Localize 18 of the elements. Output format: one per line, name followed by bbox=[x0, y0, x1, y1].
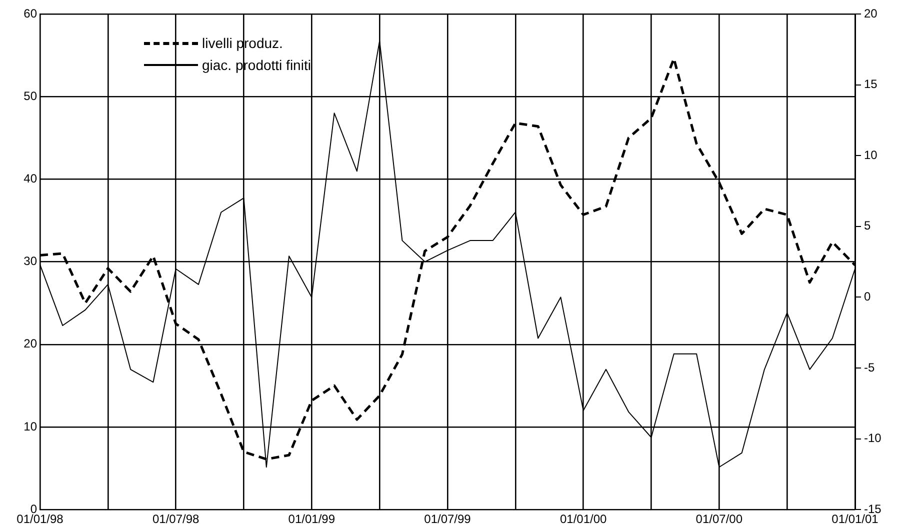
x-tick-label: 01/07/99 bbox=[424, 512, 472, 526]
y-tick-label: 60 bbox=[24, 6, 38, 20]
y2-tick-label: -5 bbox=[864, 360, 875, 374]
x-tick-label: 01/01/99 bbox=[288, 512, 336, 526]
y2-tick-label: 10 bbox=[864, 148, 878, 162]
x-tick-label: 01/01/00 bbox=[560, 512, 608, 526]
y-tick-label: 30 bbox=[24, 254, 38, 268]
x-tick-label: 01/07/98 bbox=[152, 512, 200, 526]
y-tick-label: 40 bbox=[24, 172, 38, 186]
x-tick-label: 01/07/00 bbox=[696, 512, 743, 526]
y2-tick-label: 15 bbox=[864, 77, 878, 92]
y2-tick-label: -10 bbox=[864, 431, 882, 446]
y2-tick-label: 5 bbox=[864, 218, 871, 233]
y2-tick-label: 20 bbox=[864, 6, 878, 20]
y2-tick-label: 0 bbox=[864, 290, 871, 304]
y-tick-label: 20 bbox=[24, 336, 38, 351]
y-tick-label: 50 bbox=[24, 88, 38, 103]
y-tick-label: 10 bbox=[24, 419, 38, 434]
